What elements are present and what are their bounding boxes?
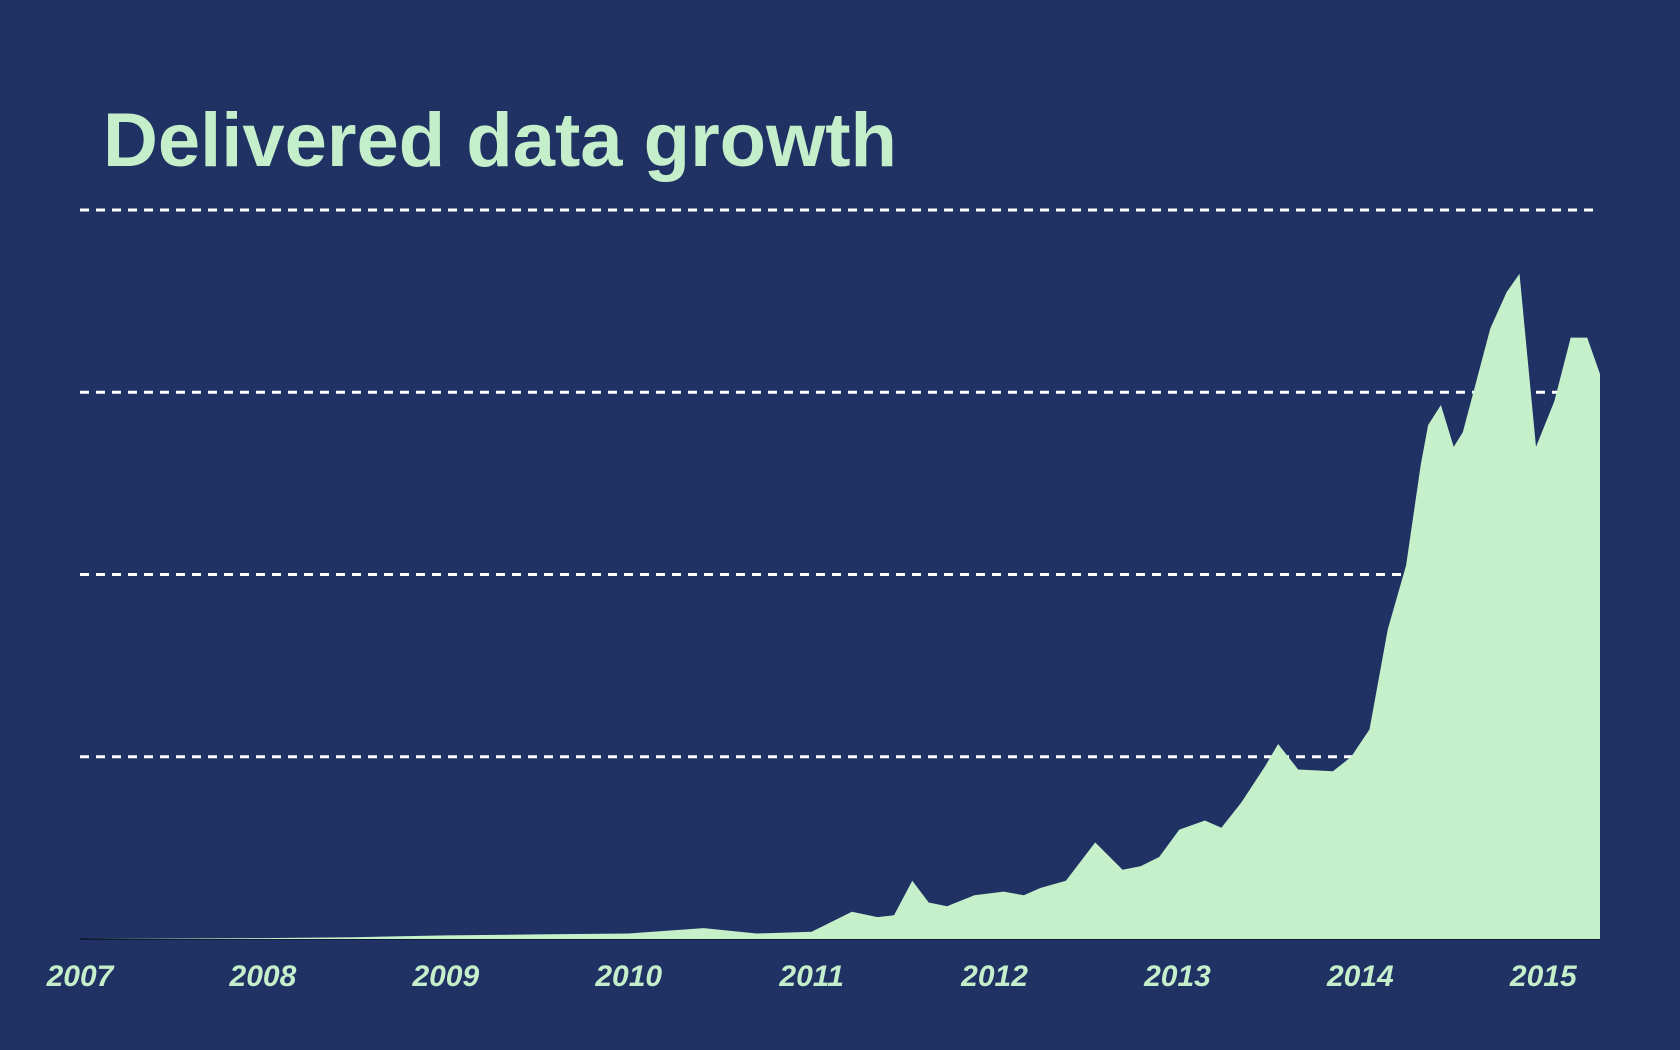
area [80,273,1600,939]
x-tick-label: 2014 [1326,960,1394,993]
x-tick-label: 2011 [778,960,844,993]
x-tick-label: 2015 [1509,960,1578,993]
x-tick-label: 2012 [960,960,1028,993]
chart-title: Delivered data growth [103,98,897,183]
x-tick-label: 2010 [594,960,662,993]
x-tick-label: 2007 [46,960,115,993]
x-tick-label: 2013 [1143,960,1211,993]
x-tick-label: 2009 [411,960,479,993]
x-tick-label: 2008 [229,960,297,993]
